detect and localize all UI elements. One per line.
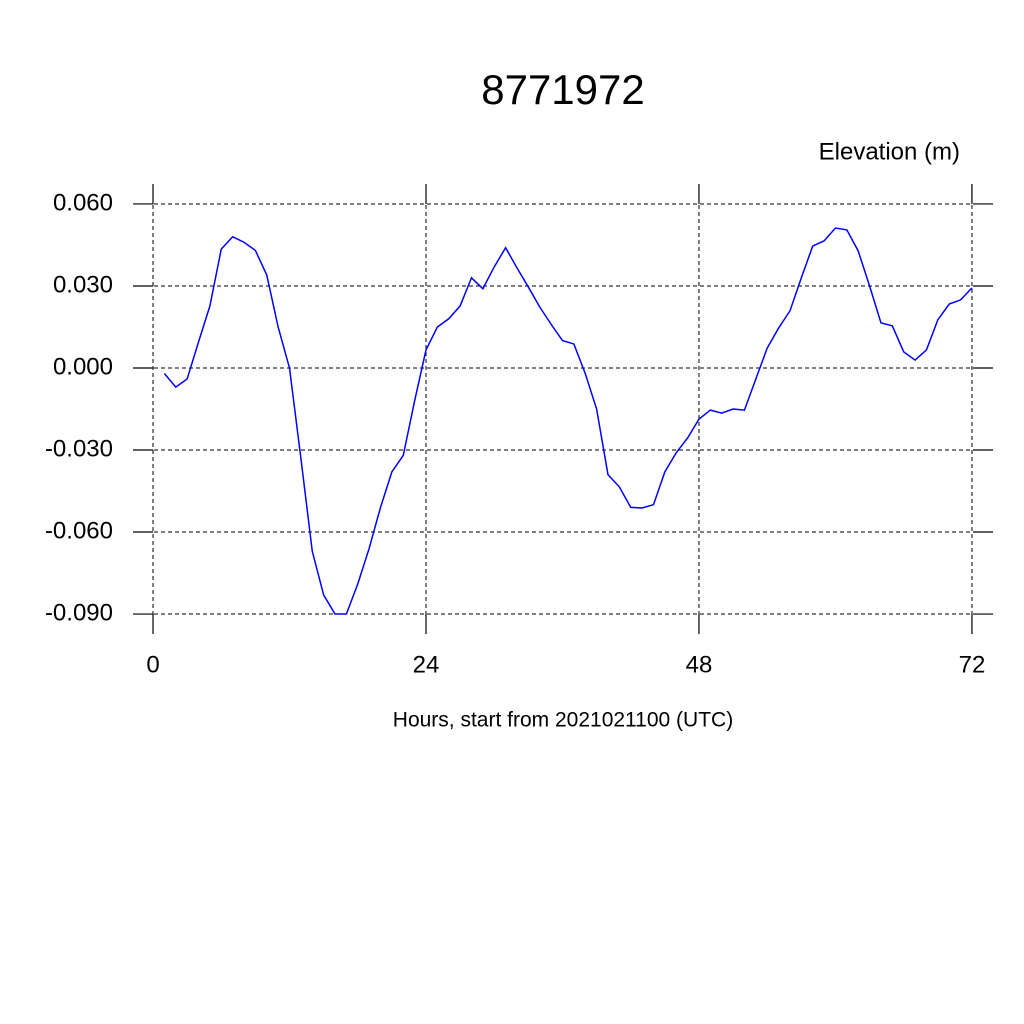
x-tick-label: 48 xyxy=(686,651,713,678)
x-tick-label: 72 xyxy=(959,651,986,678)
y-tick-label: -0.060 xyxy=(45,517,113,544)
y-tick-label: -0.030 xyxy=(45,435,113,462)
x-axis-label: Hours, start from 2021021100 (UTC) xyxy=(393,709,733,732)
y-tick-label: 0.060 xyxy=(53,189,113,216)
y-axis-label: Elevation (m) xyxy=(819,138,960,165)
data-line xyxy=(163,227,973,615)
chart-title: 8771972 xyxy=(481,66,645,113)
x-tick-label: 0 xyxy=(146,651,159,678)
y-tick-label: 0.000 xyxy=(53,353,113,380)
y-tick-label: 0.030 xyxy=(53,271,113,298)
y-tick-label: -0.090 xyxy=(45,599,113,626)
x-tick-label: 24 xyxy=(413,651,440,678)
